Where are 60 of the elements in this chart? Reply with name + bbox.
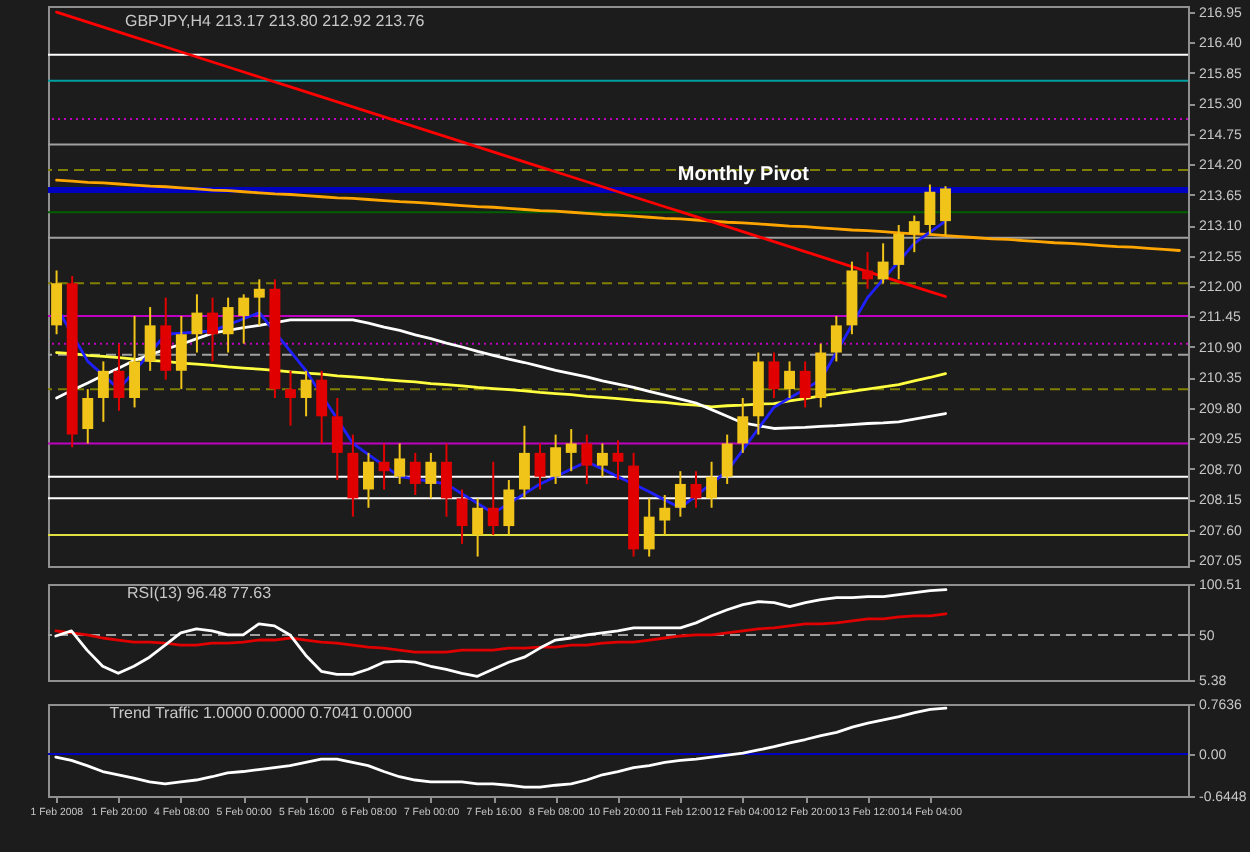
candlestick — [581, 433, 593, 485]
candlestick — [908, 214, 920, 254]
candlestick — [51, 269, 63, 336]
candlestick — [363, 451, 374, 509]
candlestick — [222, 296, 234, 354]
ref-line-label: Monthly Pivot — [677, 164, 811, 187]
candlestick — [877, 242, 889, 285]
candlestick — [175, 314, 187, 391]
chart-title: RSI(13) 96.48 77.63 — [127, 584, 273, 602]
candlestick — [815, 342, 827, 409]
candlestick — [643, 497, 655, 558]
candlestick — [238, 293, 250, 345]
candlestick — [144, 306, 156, 372]
candlestick — [565, 428, 577, 473]
candlestick — [331, 397, 343, 482]
candlestick — [596, 442, 608, 478]
candlestick — [768, 351, 780, 399]
candlestick — [799, 360, 811, 409]
candlestick — [207, 296, 218, 363]
candlestick — [737, 397, 749, 454]
candlestick — [456, 488, 468, 545]
candlestick — [503, 479, 515, 536]
candlestick — [441, 442, 452, 518]
candlestick — [940, 185, 951, 236]
candlestick — [82, 388, 94, 445]
candlestick — [347, 433, 359, 518]
candlestick — [300, 369, 312, 418]
chart-title: GBPJPY,H4 213.17 213.80 212.92 213.76 — [125, 11, 426, 30]
candlestick — [784, 360, 795, 399]
candlestick — [830, 314, 842, 363]
line-series — [55, 10, 947, 298]
line-series — [54, 588, 948, 678]
candlestick — [113, 342, 125, 412]
line-series — [54, 612, 948, 654]
candlestick — [659, 494, 671, 536]
candlestick — [409, 451, 421, 497]
candlestick — [253, 278, 265, 327]
candlestick — [862, 251, 873, 290]
candlestick — [472, 497, 484, 558]
chart-title: Trend Traffic 1.0000 0.0000 0.7041 0.0000 — [109, 704, 414, 722]
line-series — [54, 706, 948, 789]
candlestick — [893, 224, 905, 281]
candlestick — [674, 470, 686, 518]
candlestick — [394, 442, 406, 485]
candlestick — [97, 360, 109, 423]
candlestick — [924, 183, 936, 235]
candlestick — [129, 314, 141, 409]
candlestick — [378, 442, 390, 491]
candlestick — [425, 451, 437, 500]
candlestick — [721, 433, 733, 485]
candlestick — [191, 293, 203, 354]
candlestick — [706, 460, 718, 509]
candlestick — [487, 460, 499, 536]
candlestick — [534, 442, 546, 491]
candlestick — [316, 369, 328, 445]
candlestick — [160, 296, 172, 381]
candlestick — [518, 424, 530, 500]
candlestick — [285, 369, 296, 427]
candlestick — [550, 433, 562, 485]
candlestick — [612, 439, 624, 482]
